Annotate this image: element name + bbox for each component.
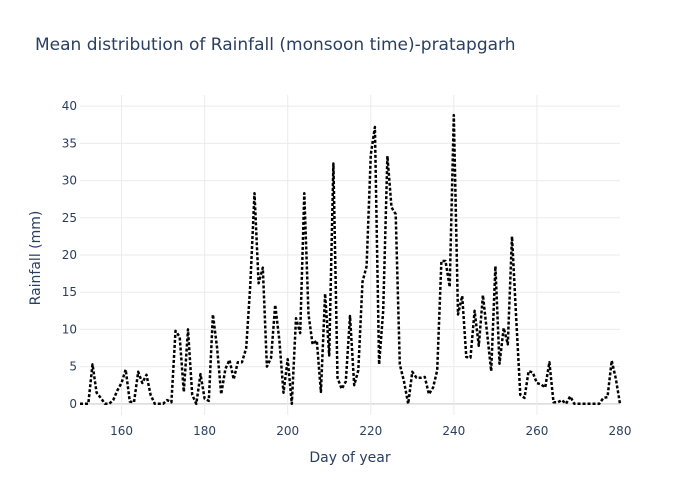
y-tick-label: 0 (69, 397, 77, 411)
y-axis-title: Rainfall (mm) (28, 211, 44, 306)
y-tick-label: 35 (62, 136, 77, 150)
y-tick-label: 25 (62, 211, 77, 225)
y-tick-label: 5 (69, 360, 77, 374)
y-tick-label: 30 (62, 174, 77, 188)
grid-lines (80, 95, 620, 415)
x-tick-label: 220 (359, 424, 382, 438)
x-tick-label: 240 (442, 424, 465, 438)
x-axis-title: Day of year (309, 450, 391, 466)
plot-area (80, 113, 622, 406)
y-tick-label: 10 (62, 322, 77, 336)
y-tick-label: 20 (62, 248, 77, 262)
x-tick-label: 160 (110, 424, 133, 438)
x-tick-label: 200 (276, 424, 299, 438)
y-axis-ticks: 0 5 10 15 20 25 30 35 40 (62, 99, 77, 411)
x-tick-label: 260 (525, 424, 548, 438)
chart-title: Mean distribution of Rainfall (monsoon t… (35, 35, 516, 55)
x-tick-label: 180 (193, 424, 216, 438)
rainfall-series-line (80, 113, 622, 406)
y-tick-label: 40 (62, 99, 77, 113)
x-axis-ticks: 160 180 200 220 240 260 280 (110, 424, 631, 438)
y-tick-label: 15 (62, 285, 77, 299)
x-tick-label: 280 (609, 424, 632, 438)
